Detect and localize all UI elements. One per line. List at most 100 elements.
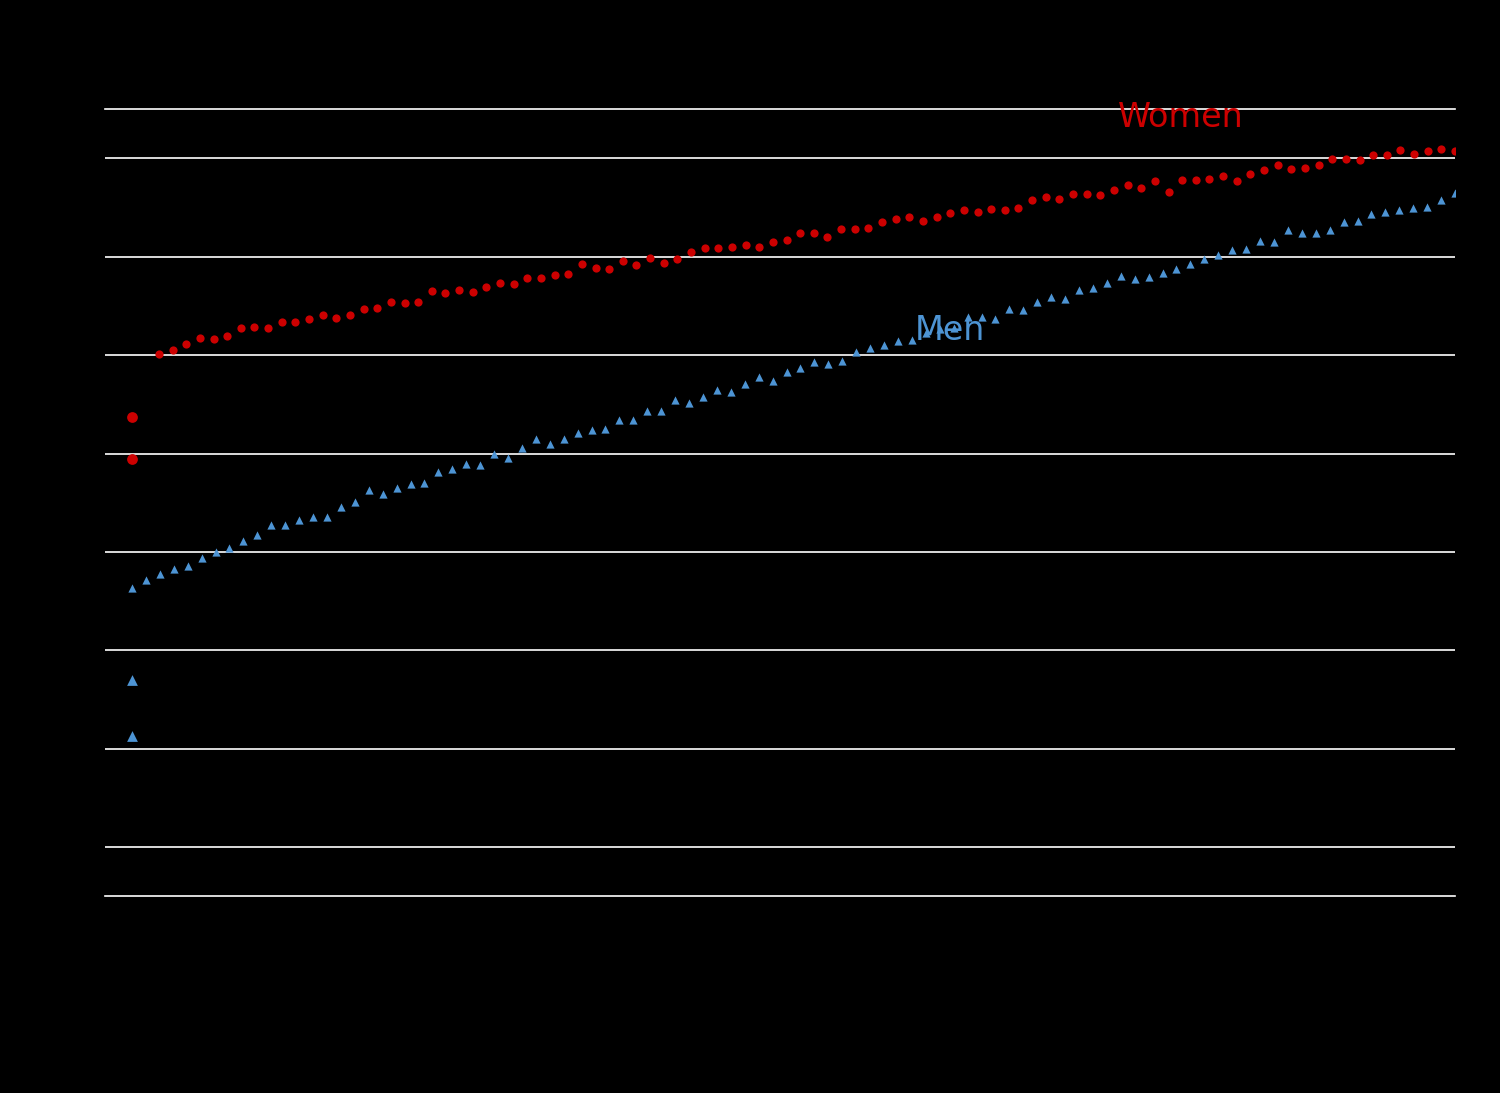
- Point: [676, 393, 700, 411]
- Point: [516, 269, 540, 286]
- Point: [496, 449, 520, 467]
- Point: [370, 485, 394, 503]
- Point: [176, 557, 200, 575]
- Point: [747, 238, 771, 256]
- Point: [460, 283, 484, 301]
- Point: [524, 431, 548, 448]
- Point: [706, 239, 730, 257]
- Point: [413, 474, 436, 492]
- Point: [693, 239, 717, 257]
- Point: [830, 352, 854, 369]
- Point: [663, 391, 687, 409]
- Point: [344, 493, 368, 510]
- Point: [1192, 250, 1216, 268]
- Point: [302, 508, 326, 526]
- Point: [624, 256, 648, 273]
- Point: [1066, 281, 1090, 298]
- Point: [1416, 142, 1440, 160]
- Point: [1150, 265, 1174, 282]
- Point: [230, 319, 254, 337]
- Point: [1388, 201, 1411, 219]
- Point: [147, 345, 171, 363]
- Point: [256, 319, 280, 337]
- Point: [802, 354, 826, 372]
- Point: [120, 671, 144, 689]
- Point: [148, 565, 172, 583]
- Point: [1060, 186, 1084, 203]
- Point: [650, 402, 674, 420]
- Point: [734, 375, 758, 392]
- Point: [666, 250, 690, 268]
- Point: [1184, 172, 1208, 189]
- Point: [610, 252, 634, 270]
- Point: [1089, 187, 1113, 204]
- Point: [482, 445, 506, 462]
- Point: [406, 293, 430, 310]
- Point: [1334, 151, 1358, 168]
- Point: [886, 332, 910, 350]
- Point: [1276, 221, 1300, 238]
- Point: [1197, 171, 1221, 188]
- Point: [286, 512, 310, 529]
- Point: [579, 422, 603, 439]
- Point: [1430, 191, 1454, 209]
- Point: [980, 200, 1004, 218]
- Point: [1206, 247, 1230, 265]
- Point: [680, 244, 703, 261]
- Point: [1306, 156, 1330, 174]
- Point: [594, 421, 618, 438]
- Point: [570, 256, 594, 273]
- Point: [1053, 290, 1077, 307]
- Point: [1143, 173, 1167, 190]
- Point: [1374, 203, 1398, 221]
- Point: [1034, 188, 1058, 205]
- Point: [1210, 167, 1234, 185]
- Point: [162, 560, 186, 577]
- Point: [243, 318, 267, 336]
- Point: [324, 309, 348, 327]
- Point: [1376, 146, 1400, 164]
- Point: [1248, 232, 1272, 249]
- Point: [510, 439, 534, 457]
- Point: [384, 479, 408, 496]
- Point: [621, 411, 645, 428]
- Point: [774, 231, 798, 248]
- Point: [1280, 161, 1304, 178]
- Point: [201, 330, 225, 348]
- Point: [952, 201, 976, 219]
- Point: [134, 572, 158, 589]
- Point: [858, 340, 882, 357]
- Point: [584, 259, 608, 277]
- Point: [692, 388, 715, 406]
- Point: [433, 284, 457, 302]
- Point: [760, 373, 784, 390]
- Point: [1320, 151, 1344, 168]
- Point: [1224, 172, 1248, 189]
- Point: [856, 220, 880, 237]
- Point: [270, 314, 294, 331]
- Point: [1359, 205, 1383, 223]
- Point: [1360, 146, 1384, 164]
- Point: [1304, 225, 1328, 243]
- Point: [608, 412, 631, 430]
- Point: [1122, 270, 1146, 287]
- Point: [217, 540, 242, 557]
- Point: [120, 450, 144, 468]
- Point: [1262, 234, 1286, 251]
- Point: [870, 213, 894, 231]
- Point: [160, 341, 184, 359]
- Point: [938, 204, 962, 222]
- Point: [760, 234, 784, 251]
- Point: [260, 517, 284, 534]
- Point: [789, 360, 813, 377]
- Point: [351, 301, 375, 318]
- Point: [246, 526, 270, 543]
- Point: [399, 475, 423, 493]
- Point: [1047, 190, 1071, 208]
- Point: [927, 320, 951, 338]
- Point: [1074, 186, 1098, 203]
- Point: [441, 460, 465, 478]
- Point: [454, 456, 478, 473]
- Point: [543, 267, 567, 284]
- Point: [942, 320, 966, 338]
